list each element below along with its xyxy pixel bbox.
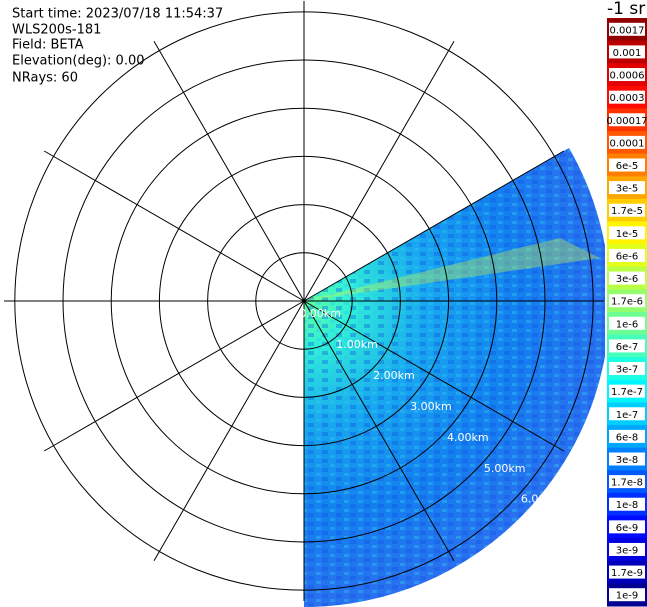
- spoke: [303, 150, 565, 302]
- colorbar-label: 1e-9: [616, 591, 639, 602]
- colorbar-label-box: [609, 248, 645, 262]
- info-line: WLS200s-181: [12, 23, 101, 38]
- range-label: 3.00km: [410, 400, 452, 413]
- info-line: NRays: 60: [12, 71, 78, 86]
- colorbar-title: -1 sr: [607, 0, 645, 19]
- colorbar-label: 6e-8: [616, 432, 639, 443]
- scan-feature: [304, 238, 600, 301]
- colorbar-label-box: [609, 497, 645, 511]
- colorbar-label-box: [609, 90, 645, 104]
- colorbar-label-box: [609, 588, 645, 602]
- info-line: Field: BETA: [12, 38, 84, 53]
- colorbar-label: 3e-7: [616, 365, 639, 376]
- spoke: [303, 40, 455, 302]
- colorbar-label-box: [609, 45, 645, 59]
- scan-texture: [304, 148, 605, 607]
- range-label: 4.00km: [447, 431, 489, 444]
- range-ring: [255, 252, 353, 350]
- spoke: [303, 300, 455, 562]
- colorbar-label-box: [609, 429, 645, 443]
- range-label: 5.00km: [484, 462, 526, 475]
- range-label: 1.00km: [336, 338, 378, 351]
- colorbar-label: 6e-6: [616, 251, 639, 262]
- colorbar-label-box: [609, 294, 645, 308]
- info-line: Start time: 2023/07/18 11:54:37: [12, 7, 223, 22]
- colorbar-label-box: [609, 113, 645, 127]
- colorbar-label-box: [609, 384, 645, 398]
- colorbar-label-box: [609, 452, 645, 466]
- colorbar-label: 6e-7: [616, 342, 639, 353]
- colorbar-label: 0.001: [613, 48, 642, 59]
- colorbar-label: 1.7e-6: [611, 297, 643, 308]
- spoke: [43, 300, 305, 452]
- colorbar-label: 3e-8: [616, 455, 639, 466]
- colorbar-label-box: [609, 271, 645, 285]
- colorbar-label: 1e-5: [616, 229, 639, 240]
- colorbar-label-box: [609, 362, 645, 376]
- range-ring: [62, 59, 546, 543]
- colorbar-label-box: [609, 203, 645, 217]
- range-label: 6.00km: [521, 493, 563, 506]
- range-label: 0.00km: [299, 307, 341, 320]
- colorbar-label: 1.7e-7: [611, 387, 643, 398]
- colorbar-label: 1e-6: [616, 319, 639, 330]
- scan-area: [304, 148, 605, 607]
- colorbar-label: 0.00017: [606, 116, 647, 127]
- colorbar-label-box: [609, 181, 645, 195]
- colorbar-label-box: [609, 226, 645, 240]
- colorbar-label-box: [609, 135, 645, 149]
- spoke: [153, 300, 305, 562]
- colorbar-label: 0.0006: [610, 71, 645, 82]
- colorbar-label-box: [609, 475, 645, 489]
- colorbar-label: 3e-9: [616, 545, 639, 556]
- spoke: [303, 300, 565, 452]
- spoke: [43, 150, 305, 302]
- spoke: [153, 40, 305, 302]
- colorbar-label: 3e-6: [616, 274, 639, 285]
- colorbar-label-box: [609, 542, 645, 556]
- colorbar-label-box: [609, 316, 645, 330]
- colorbar: 0.0017 0.001 0.0006 0.0003 0.00017 0.0001 6e-5…: [606, 18, 647, 607]
- colorbar-label-box: [609, 565, 645, 579]
- colorbar-label: 0.0017: [610, 25, 645, 36]
- colorbar-label: 1e-7: [616, 410, 639, 421]
- range-label: 2.00km: [373, 369, 415, 382]
- colorbar-label: 1.7e-5: [611, 206, 643, 217]
- colorbar-label-box: [609, 22, 645, 36]
- range-ring: [158, 155, 450, 447]
- info-line: Elevation(deg): 0.00: [12, 54, 145, 69]
- colorbar-label: 3e-5: [616, 184, 639, 195]
- colorbar-label: 0.0003: [610, 93, 645, 104]
- colorbar-label-box: [609, 158, 645, 172]
- colorbar-label-box: [609, 407, 645, 421]
- colorbar-label-box: [609, 68, 645, 82]
- colorbar-label-box: [609, 339, 645, 353]
- colorbar-label: 1.7e-8: [611, 478, 643, 489]
- range-ring: [207, 204, 401, 398]
- colorbar-label: 1e-8: [616, 500, 639, 511]
- colorbar-label: 6e-9: [616, 523, 639, 534]
- colorbar-label: 0.0001: [610, 138, 645, 149]
- colorbar-label: 6e-5: [616, 161, 639, 172]
- range-ring: [14, 11, 594, 591]
- range-ring: [110, 107, 498, 495]
- colorbar-label-box: [609, 520, 645, 534]
- colorbar-label: 1.7e-9: [611, 568, 643, 579]
- polar-grid: 0.00km 1.00km 2.00km 3.00km 4.00km 5.00km 6.00…: [4, 1, 604, 601]
- info-block: Start time: 2023/07/18 11:54:37WLS200s-1…: [12, 7, 223, 86]
